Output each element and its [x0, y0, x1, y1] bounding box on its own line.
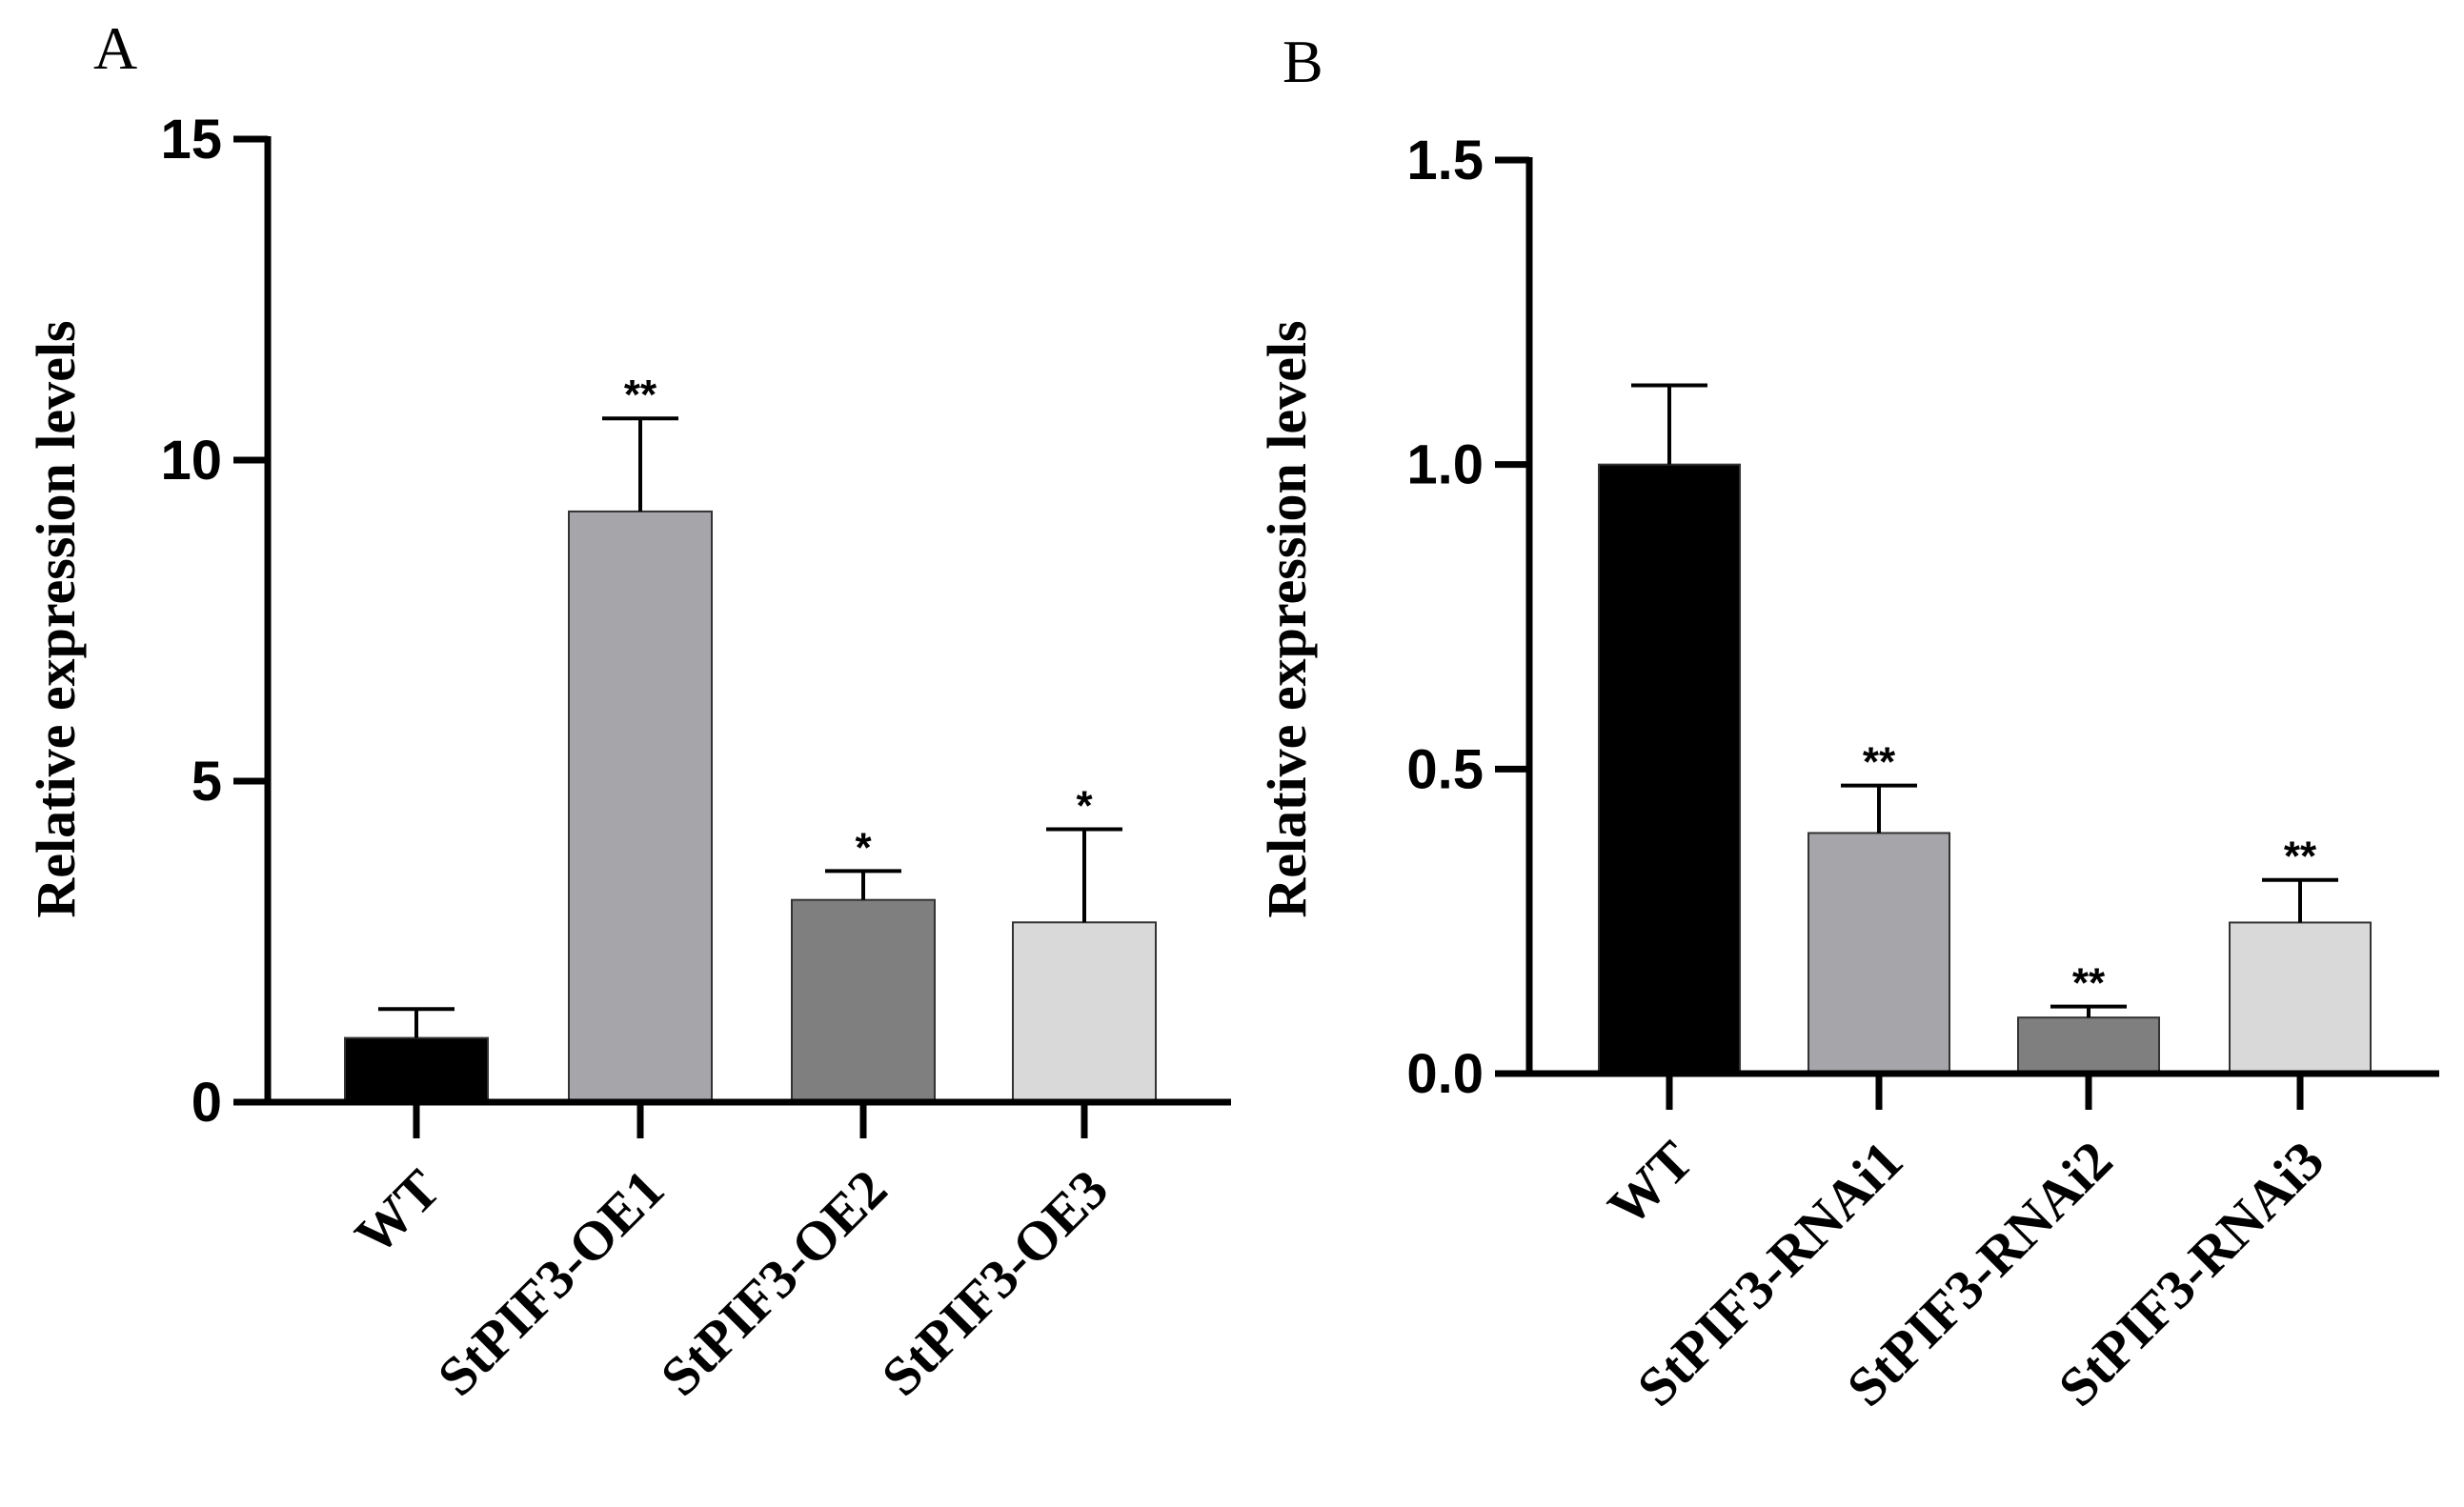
y-tick-label-a-3: 15	[160, 109, 222, 171]
significance-label-b-4: **	[2284, 834, 2317, 880]
panel-a: A Relative expression levels ****051015W…	[25, 14, 1231, 1408]
y-tick-label-b-3: 1.5	[1406, 130, 1484, 191]
significance-label-a-3: *	[855, 824, 872, 871]
significance-label-a-4: *	[1076, 783, 1093, 830]
y-axis-title-a: Relative expression levels	[25, 320, 87, 917]
bar-b-4	[2229, 921, 2372, 1075]
x-tick-label-a-4: StPIF3-OE3	[870, 1157, 1120, 1407]
y-tick-label-b-1: 0.5	[1406, 738, 1484, 800]
bar-a-2	[568, 510, 713, 1103]
y-axis-title-b: Relative expression levels	[1256, 320, 1318, 917]
bar-b-1	[1598, 463, 1741, 1075]
chart-marks-a: ****051015WTStPIF3-OE1StPIF3-OE2StPIF3-O…	[160, 109, 1231, 1408]
x-tick-label-a-2: StPIF3-OE1	[426, 1157, 676, 1407]
y-tick-label-a-1: 5	[192, 751, 222, 813]
y-tick-label-a-2: 10	[160, 430, 222, 492]
panel-letter-b: B	[1282, 28, 1323, 95]
bar-a-4	[1012, 921, 1157, 1104]
panel-letter-a: A	[93, 14, 137, 82]
bar-a-3	[791, 898, 936, 1103]
y-tick-label-b-2: 1.0	[1406, 434, 1484, 496]
chart-marks-b: ******0.00.51.01.5WTStPIF3-RNAi1StPIF3-R…	[1406, 130, 2439, 1418]
x-tick-label-a-3: StPIF3-OE2	[649, 1157, 899, 1407]
significance-label-a-2: **	[624, 372, 657, 418]
significance-label-b-2: **	[1863, 739, 1896, 786]
bar-a-1	[344, 1036, 489, 1103]
bar-b-2	[1808, 832, 1950, 1075]
x-tick-label-a-1: WT	[343, 1157, 452, 1266]
panel-b: B Relative expression levels ** ** ** 0.0 0.…	[1256, 28, 2439, 1418]
bar-b-3	[2017, 1016, 2160, 1075]
y-tick-label-b-0: 0.0	[1406, 1043, 1484, 1105]
significance-label-b-3: **	[2072, 960, 2106, 1007]
y-tick-label-a-0: 0	[192, 1072, 222, 1134]
x-tick-label-b-1: WT	[1596, 1129, 1705, 1237]
